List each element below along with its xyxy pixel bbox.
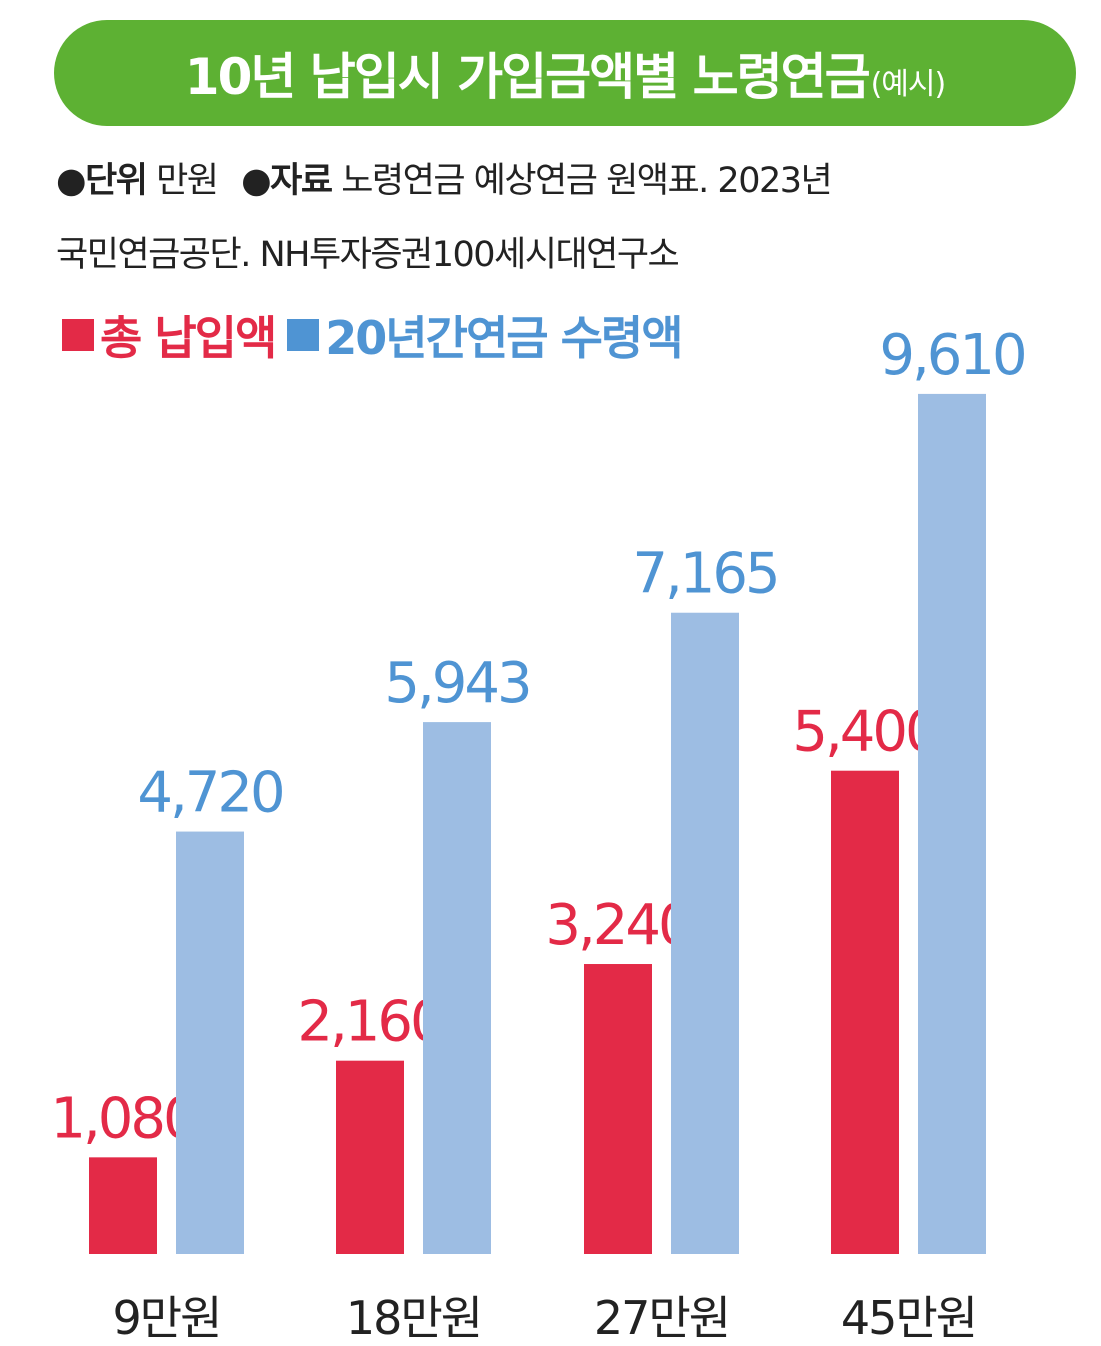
legend-swatch-paid [62, 319, 94, 351]
category-label-2: 18만원 [346, 1291, 481, 1345]
category-label-1: 9만원 [113, 1291, 221, 1345]
bar-value-pension-4: 9,610 [879, 323, 1024, 388]
bar-paid-2 [336, 1060, 404, 1254]
bar-paid-1 [89, 1157, 157, 1254]
bar-value-pension-3: 7,165 [632, 542, 777, 607]
bar-value-pension-1: 4,720 [137, 761, 282, 826]
bar-value-paid-2: 2,160 [297, 990, 442, 1055]
category-label-3: 27만원 [594, 1291, 729, 1345]
source-value: 노령연금 예상연금 원액표. 2023년 [341, 161, 832, 201]
legend-label-pension: 20년간연금 수령액 [325, 311, 683, 365]
bar-paid-3 [584, 964, 652, 1254]
bar-pension-3 [671, 612, 739, 1254]
meta-line-2: 국민연금공단. NH투자증권100세시대연구소 [56, 226, 680, 277]
legend-item-pension: 20년간연금 수령액 [287, 302, 684, 368]
bar-value-paid-3: 3,240 [545, 893, 690, 958]
legend-swatch-pension [287, 319, 320, 351]
bar-value-paid-1: 1,080 [50, 1086, 195, 1151]
chart-title-suffix: (예시) [870, 67, 947, 102]
title-banner: 10년 납입시 가입금액별 노령연금(예시) [54, 20, 1076, 126]
bar-paid-4 [831, 770, 899, 1254]
source-value-line2: 국민연금공단. NH투자증권100세시대연구소 [56, 235, 680, 275]
bar-pension-4 [918, 393, 986, 1254]
source-label: ●자료 [241, 161, 333, 201]
unit-label: ●단위 [56, 161, 148, 201]
unit-value: 만원 [156, 161, 219, 201]
bar-value-paid-4: 5,400 [792, 700, 937, 765]
bar-pension-1 [176, 831, 244, 1254]
chart-legend: 총 납입액 20년간연금 수령액 [62, 300, 694, 370]
chart-title: 10년 납입시 가입금액별 노령연금(예시) [184, 48, 947, 106]
legend-label-paid: 총 납입액 [100, 311, 277, 365]
meta-line-1: ●단위 만원 ●자료 노령연금 예상연금 원액표. 2023년 [56, 152, 833, 203]
bar-value-pension-2: 5,943 [384, 651, 529, 716]
category-label-4: 45만원 [841, 1291, 976, 1345]
legend-item-paid: 총 납입액 [62, 302, 277, 368]
bar-pension-2 [423, 722, 491, 1254]
